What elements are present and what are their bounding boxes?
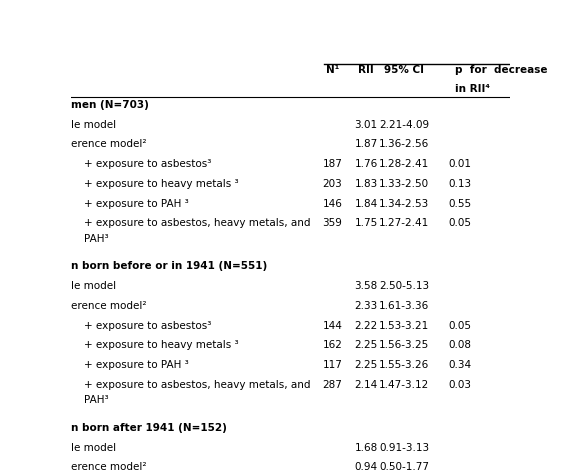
Text: 0.13: 0.13 <box>448 179 471 189</box>
Text: 287: 287 <box>323 380 342 390</box>
Text: N¹: N¹ <box>325 65 339 76</box>
Text: RII: RII <box>358 65 374 76</box>
Text: le model: le model <box>71 281 116 291</box>
Text: 2.25: 2.25 <box>354 360 378 370</box>
Text: 0.50-1.77: 0.50-1.77 <box>379 463 429 472</box>
Text: 144: 144 <box>323 320 342 330</box>
Text: 0.91-3.13: 0.91-3.13 <box>379 443 429 453</box>
Text: 2.25: 2.25 <box>354 340 378 350</box>
Text: 1.55-3.26: 1.55-3.26 <box>379 360 429 370</box>
Text: 1.36-2.56: 1.36-2.56 <box>379 139 429 150</box>
Text: 0.05: 0.05 <box>448 320 471 330</box>
Text: n born before or in 1941 (N=551): n born before or in 1941 (N=551) <box>71 261 267 271</box>
Text: in RII⁴: in RII⁴ <box>455 84 490 93</box>
Text: men (N=703): men (N=703) <box>71 100 149 110</box>
Text: 0.03: 0.03 <box>448 380 471 390</box>
Text: 0.34: 0.34 <box>448 360 471 370</box>
Text: + exposure to heavy metals ³: + exposure to heavy metals ³ <box>84 179 239 189</box>
Text: 1.33-2.50: 1.33-2.50 <box>379 179 429 189</box>
Text: 1.83: 1.83 <box>354 179 378 189</box>
Text: 1.28-2.41: 1.28-2.41 <box>379 159 429 169</box>
Text: 0.55: 0.55 <box>448 199 471 209</box>
Text: + exposure to asbestos³: + exposure to asbestos³ <box>84 320 211 330</box>
Text: 1.34-2.53: 1.34-2.53 <box>379 199 429 209</box>
Text: 2.22: 2.22 <box>354 320 378 330</box>
Text: 0.05: 0.05 <box>448 219 471 228</box>
Text: 2.14: 2.14 <box>354 380 378 390</box>
Text: PAH³: PAH³ <box>84 234 109 244</box>
Text: 1.76: 1.76 <box>354 159 378 169</box>
Text: 1.53-3.21: 1.53-3.21 <box>379 320 429 330</box>
Text: n born after 1941 (N=152): n born after 1941 (N=152) <box>71 423 227 433</box>
Text: erence model²: erence model² <box>71 463 146 472</box>
Text: 162: 162 <box>323 340 342 350</box>
Text: 1.27-2.41: 1.27-2.41 <box>379 219 429 228</box>
Text: le model: le model <box>71 120 116 130</box>
Text: 0.94: 0.94 <box>354 463 378 472</box>
Text: 95% CI: 95% CI <box>384 65 424 76</box>
Text: 1.87: 1.87 <box>354 139 378 150</box>
Text: le model: le model <box>71 443 116 453</box>
Text: 187: 187 <box>323 159 342 169</box>
Text: + exposure to PAH ³: + exposure to PAH ³ <box>84 360 189 370</box>
Text: + exposure to asbestos, heavy metals, and: + exposure to asbestos, heavy metals, an… <box>84 380 311 390</box>
Text: 3.58: 3.58 <box>354 281 378 291</box>
Text: 359: 359 <box>323 219 342 228</box>
Text: 1.84: 1.84 <box>354 199 378 209</box>
Text: 0.01: 0.01 <box>448 159 471 169</box>
Text: 1.75: 1.75 <box>354 219 378 228</box>
Text: 1.68: 1.68 <box>354 443 378 453</box>
Text: 146: 146 <box>323 199 342 209</box>
Text: PAH³: PAH³ <box>84 395 109 405</box>
Text: + exposure to asbestos, heavy metals, and: + exposure to asbestos, heavy metals, an… <box>84 219 311 228</box>
Text: 2.50-5.13: 2.50-5.13 <box>379 281 429 291</box>
Text: 203: 203 <box>323 179 342 189</box>
Text: erence model²: erence model² <box>71 301 146 311</box>
Text: + exposure to asbestos³: + exposure to asbestos³ <box>84 159 211 169</box>
Text: 117: 117 <box>323 360 342 370</box>
Text: 3.01: 3.01 <box>354 120 378 130</box>
Text: 2.33: 2.33 <box>354 301 378 311</box>
Text: 1.56-3.25: 1.56-3.25 <box>379 340 429 350</box>
Text: 1.47-3.12: 1.47-3.12 <box>379 380 429 390</box>
Text: erence model²: erence model² <box>71 139 146 150</box>
Text: + exposure to heavy metals ³: + exposure to heavy metals ³ <box>84 340 239 350</box>
Text: p  for  decrease: p for decrease <box>455 65 548 76</box>
Text: 2.21-4.09: 2.21-4.09 <box>379 120 429 130</box>
Text: + exposure to PAH ³: + exposure to PAH ³ <box>84 199 189 209</box>
Text: 1.61-3.36: 1.61-3.36 <box>379 301 429 311</box>
Text: 0.08: 0.08 <box>448 340 471 350</box>
